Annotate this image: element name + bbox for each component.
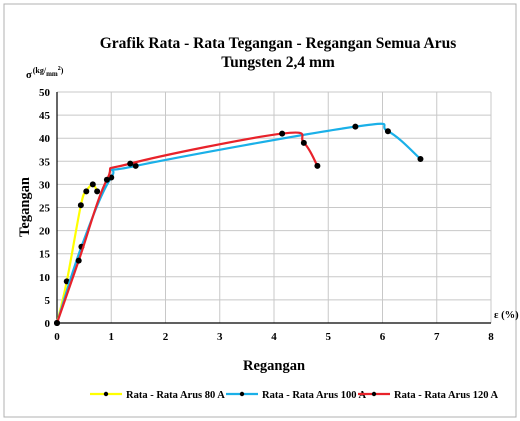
series-2: [54, 130, 321, 326]
legend-label-1: Rata - Rata Arus 100 A: [262, 390, 367, 401]
legend-marker-1: [239, 391, 245, 397]
legend: Rata - Rata Arus 80 A Rata - Rata Arus 10…: [90, 390, 499, 401]
legend-marker-0: [103, 391, 109, 397]
x-axis-title: Regangan: [243, 358, 305, 374]
x-unit-label: ε (%): [494, 310, 519, 321]
x-tick-label-6: 6: [380, 331, 386, 343]
y-tick-label-4: 20: [39, 226, 51, 238]
y-tick-label-8: 40: [39, 133, 51, 145]
data-point-1-3: [132, 162, 139, 169]
y-unit-label: σ(kg/mm2): [26, 66, 64, 81]
x-tick-label-5: 5: [326, 331, 332, 343]
y-tick-label-0: 0: [45, 318, 51, 330]
legend-label-2: Rata - Rata Arus 120 A: [394, 390, 499, 401]
y-axis-title: Tegangan: [17, 177, 33, 237]
y-tick-label-1: 5: [45, 295, 51, 307]
data-point-2-6: [314, 162, 321, 169]
data-point-0-3: [83, 188, 90, 195]
data-point-1-5: [384, 128, 391, 135]
data-point-2-5: [300, 139, 307, 146]
x-tick-label-0: 0: [54, 331, 60, 343]
data-point-0-5: [94, 188, 101, 195]
x-tick-label-1: 1: [109, 331, 115, 343]
y-unit-denominator: mm: [46, 70, 58, 78]
data-point-2-0: [54, 320, 60, 326]
legend-marker-2: [371, 391, 377, 397]
x-tick-label-7: 7: [434, 331, 440, 343]
chart-title: Grafik Rata - Rata Tegangan - Regangan S…: [100, 35, 457, 52]
y-unit-open: (: [33, 66, 36, 75]
y-tick-label-9: 45: [39, 110, 51, 122]
chart-border: [3, 3, 517, 418]
y-unit-slash: /: [43, 66, 47, 75]
data-point-2-2: [103, 176, 110, 183]
y-unit-numerator: kg: [35, 66, 43, 75]
series-group: [54, 122, 424, 326]
data-point-1-4: [352, 123, 359, 130]
data-point-2-4: [279, 130, 286, 137]
x-tick-label-8: 8: [488, 331, 494, 343]
legend-item-2: Rata - Rata Arus 120 A: [358, 390, 499, 401]
x-tick-label-4: 4: [271, 331, 277, 343]
data-point-2-3: [127, 160, 134, 167]
x-tick-label-2: 2: [163, 331, 169, 343]
x-tick-label-3: 3: [217, 331, 223, 343]
data-point-0-2: [77, 202, 84, 209]
data-point-1-6: [417, 155, 424, 162]
y-tick-label-10: 50: [39, 87, 51, 99]
y-tick-label-2: 10: [39, 272, 51, 284]
y-tick-label-6: 30: [39, 179, 51, 191]
data-point-2-1: [75, 257, 82, 264]
legend-label-0: Rata - Rata Arus 80 A: [126, 390, 225, 401]
axes: [56, 92, 491, 324]
data-point-0-4: [89, 181, 96, 188]
series-0: [54, 181, 101, 326]
y-unit-exponent: 2: [58, 66, 61, 72]
y-tick-label-3: 15: [39, 249, 51, 261]
y-tick-label-7: 35: [39, 156, 51, 168]
legend-item-0: Rata - Rata Arus 80 A: [90, 390, 225, 401]
y-unit-close: ): [61, 66, 64, 75]
y-unit-symbol: σ: [26, 70, 32, 81]
chart-subtitle: Tungsten 2,4 mm: [221, 54, 335, 71]
y-tick-label-5: 25: [39, 203, 51, 215]
legend-item-1: Rata - Rata Arus 100 A: [226, 390, 367, 401]
